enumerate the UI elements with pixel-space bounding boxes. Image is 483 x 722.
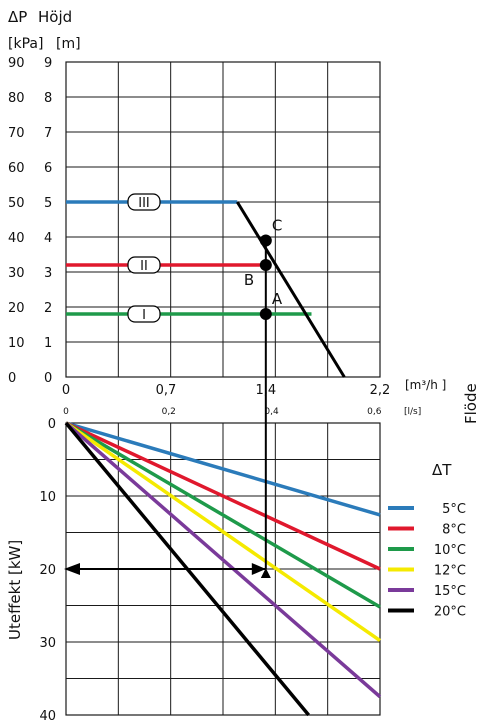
output-line-12c [65, 421, 381, 642]
top-ytick-m: 1 [44, 336, 52, 351]
legend-label: 8°C [442, 523, 466, 538]
top-ytick-m: 6 [44, 161, 52, 176]
top-ylabel-kpa: ΔP [8, 8, 27, 26]
top-ytick-m: 2 [44, 301, 52, 316]
curve-label: II [140, 259, 148, 274]
xtick-m3h: 2,2 [370, 383, 391, 398]
reading-arrow-head-right [251, 563, 266, 575]
curve-label: I [142, 308, 146, 323]
top-ytick-m: 5 [44, 196, 52, 211]
curve-label-box [127, 193, 161, 211]
top-plot-frame [65, 61, 381, 378]
xtick-ls: 0,2 [162, 407, 176, 417]
top-yunit-m: [m] [56, 36, 81, 52]
bottom-ytick: 30 [39, 636, 56, 651]
x-axis-label: Flöde [462, 383, 480, 424]
bottom-chart-y-ticks: 0 10 20 30 40 [39, 417, 56, 722]
xtick-m3h: 0,7 [156, 383, 177, 398]
legend-label: 10°C [434, 543, 466, 558]
legend-title: ΔT [432, 461, 452, 479]
top-chart-x-ticks: 00,71,42,200,20,40,6 [62, 383, 390, 417]
reading-arrow-head-left [64, 563, 80, 575]
bottom-ylabel: Uteffekt [kW] [6, 540, 24, 640]
top-ytick-m: 8 [44, 91, 52, 106]
bottom-ytick: 10 [39, 490, 56, 505]
top-ytick-m: 9 [44, 56, 52, 71]
top-ytick-kpa: 10 [8, 336, 25, 351]
xtick-ls: 0 [63, 407, 69, 417]
top-chart-y-ticks: 0 0 10 1 20 2 30 3 40 4 50 5 60 6 70 7 80 8 90 9 [8, 56, 52, 386]
top-ytick-m: 3 [44, 266, 52, 281]
top-ytick-kpa: 30 [8, 266, 25, 281]
output-line-15c [64, 421, 382, 699]
legend-label: 20°C [434, 605, 466, 620]
system-curve [235, 201, 346, 378]
top-ytick-m: 7 [44, 126, 52, 141]
bottom-ytick: 40 [39, 709, 56, 722]
top-ytick-kpa: 50 [8, 196, 25, 211]
legend-label: 12°C [434, 564, 466, 579]
xtick-ls: 0,4 [264, 407, 279, 417]
bottom-ytick: 20 [39, 563, 56, 578]
operating-point-label: C [272, 217, 282, 235]
curve-label-box [127, 256, 161, 274]
x-unit-ls: [l/s] [404, 407, 421, 417]
operating-point-label: B [244, 271, 254, 289]
top-ytick-kpa: 70 [8, 126, 25, 141]
top-ylabel-m: Höjd [38, 8, 72, 26]
top-ytick-kpa: 40 [8, 231, 25, 246]
top-ytick-kpa: 0 [8, 371, 16, 386]
top-ytick-m: 0 [44, 371, 52, 386]
xtick-ls: 0,6 [367, 407, 382, 417]
operating-point-label: A [272, 290, 283, 308]
top-ytick-kpa: 90 [8, 56, 25, 71]
top-chart-grid [65, 61, 381, 378]
legend: 5°C 8°C 10°C 12°C 15°C 20°C [388, 502, 466, 620]
legend-label: 5°C [442, 502, 466, 517]
xtick-m3h: 0 [62, 383, 70, 398]
top-ytick-m: 4 [44, 231, 52, 246]
curve-label-box [127, 305, 161, 323]
top-ytick-kpa: 20 [8, 301, 25, 316]
legend-label: 15°C [434, 584, 466, 599]
top-yunit-kpa: [kPa] [8, 36, 43, 52]
x-unit-m3h: [m³/h ] [405, 378, 446, 392]
output-line-10c [65, 421, 381, 609]
reading-arrow [64, 240, 271, 578]
top-ytick-kpa: 60 [8, 161, 25, 176]
bottom-ytick: 0 [48, 417, 56, 432]
output-line-5c [65, 421, 381, 517]
curve-label: III [138, 196, 150, 211]
output-line-8c [65, 421, 381, 571]
top-ytick-kpa: 80 [8, 91, 25, 106]
